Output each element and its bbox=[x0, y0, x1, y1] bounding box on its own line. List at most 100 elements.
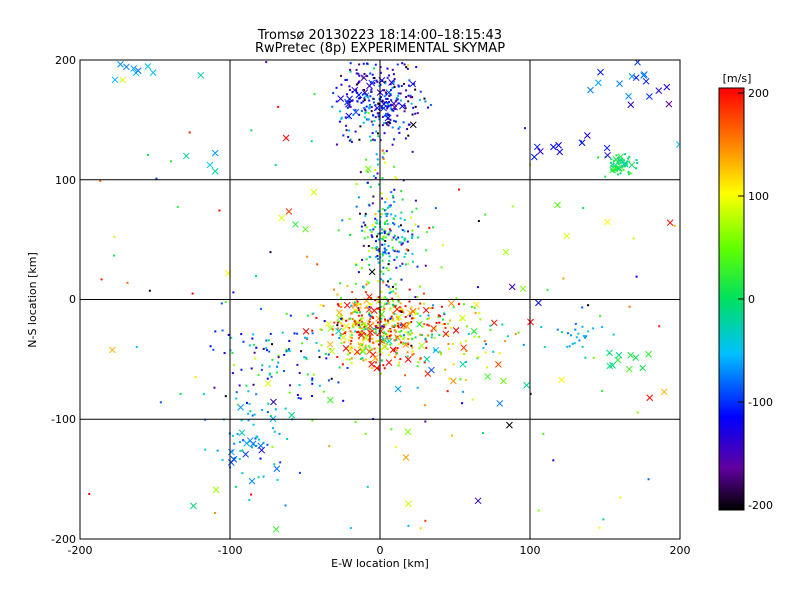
data-point-dot bbox=[231, 372, 234, 375]
data-point-dot bbox=[299, 397, 302, 400]
data-point-dot bbox=[369, 315, 372, 318]
data-point-dot bbox=[403, 63, 406, 66]
data-point-cross bbox=[394, 385, 402, 393]
data-point-dot bbox=[517, 331, 520, 334]
data-point-dot bbox=[423, 323, 426, 326]
data-point-dot bbox=[361, 339, 364, 342]
data-point-dot bbox=[430, 336, 433, 339]
data-point-dot bbox=[369, 318, 372, 321]
data-point-cross bbox=[117, 60, 124, 68]
data-point-dot bbox=[373, 139, 376, 142]
data-point-dot bbox=[414, 336, 417, 339]
data-point-dot bbox=[427, 324, 430, 327]
data-point-dot bbox=[375, 130, 378, 133]
data-point-dot bbox=[371, 202, 374, 205]
data-point-dot bbox=[339, 322, 342, 325]
data-point-cross bbox=[337, 95, 345, 102]
data-point-dot bbox=[340, 74, 343, 77]
data-point-dot bbox=[363, 72, 366, 75]
data-point-dot bbox=[248, 402, 251, 405]
data-point-dot bbox=[391, 68, 394, 71]
data-point-dot bbox=[340, 117, 343, 120]
data-point-dot bbox=[348, 129, 351, 132]
data-point-dot bbox=[623, 165, 626, 168]
data-point-cross bbox=[351, 86, 359, 94]
data-point-dot bbox=[362, 121, 365, 124]
data-point-dot bbox=[379, 71, 382, 74]
data-point-dot bbox=[277, 354, 280, 357]
data-point-dot bbox=[312, 373, 315, 376]
data-point-dot bbox=[327, 379, 330, 382]
data-point-dot bbox=[438, 350, 441, 353]
data-point-dot bbox=[433, 349, 436, 352]
data-point-dot bbox=[371, 73, 374, 76]
data-point-dot bbox=[416, 365, 419, 368]
data-point-dot bbox=[346, 366, 349, 369]
data-point-cross bbox=[211, 167, 219, 175]
data-point-dot bbox=[385, 121, 388, 124]
data-point-dot bbox=[155, 177, 158, 180]
data-point-dot bbox=[397, 236, 400, 239]
data-point-dot bbox=[375, 235, 378, 238]
data-point-dot bbox=[285, 312, 288, 315]
data-point-dot bbox=[374, 213, 377, 216]
y-tick-label: 0 bbox=[69, 293, 76, 306]
data-point-dot bbox=[376, 249, 379, 252]
data-point-dot bbox=[352, 322, 355, 325]
data-point-dot bbox=[348, 327, 351, 330]
data-point-dot bbox=[397, 92, 400, 95]
data-point-dot bbox=[268, 365, 271, 368]
data-point-dot bbox=[350, 312, 353, 315]
data-point-dot bbox=[335, 143, 338, 146]
data-point-dot bbox=[359, 171, 362, 174]
data-point-cross bbox=[343, 301, 351, 309]
data-point-dot bbox=[285, 348, 288, 351]
data-point-dot bbox=[376, 172, 379, 175]
data-point-dot bbox=[395, 324, 398, 327]
data-point-cross bbox=[563, 232, 571, 240]
data-point-dot bbox=[338, 337, 341, 340]
data-point-dot bbox=[378, 250, 381, 253]
data-point-dot bbox=[424, 100, 427, 103]
data-point-dot bbox=[582, 207, 585, 210]
data-point-dot bbox=[278, 432, 281, 435]
data-point-dot bbox=[379, 139, 382, 142]
data-point-dot bbox=[284, 504, 287, 507]
data-point-dot bbox=[251, 337, 254, 340]
data-point-dot bbox=[349, 62, 352, 65]
data-point-dot bbox=[393, 86, 396, 89]
data-point-dot bbox=[408, 79, 411, 82]
data-point-dot bbox=[388, 94, 391, 97]
data-point-dot bbox=[383, 114, 386, 117]
data-point-dot bbox=[400, 307, 403, 310]
data-point-dot bbox=[481, 431, 484, 434]
data-point-cross bbox=[183, 152, 190, 160]
data-point-dot bbox=[398, 125, 401, 128]
data-point-dot bbox=[385, 215, 388, 218]
data-point-dot bbox=[427, 334, 430, 337]
data-point-dot bbox=[250, 493, 253, 496]
data-point-dot bbox=[337, 304, 340, 307]
data-point-dot bbox=[342, 317, 345, 320]
data-point-cross bbox=[388, 79, 395, 86]
data-point-dot bbox=[406, 333, 409, 336]
data-point-dot bbox=[514, 333, 517, 336]
data-point-dot bbox=[383, 222, 386, 225]
data-point-dot bbox=[396, 114, 399, 117]
data-point-dot bbox=[377, 183, 380, 186]
data-point-dot bbox=[401, 262, 404, 265]
data-point-dot bbox=[393, 312, 396, 315]
data-point-dot bbox=[434, 327, 437, 330]
data-point-dot bbox=[374, 63, 377, 66]
data-point-dot bbox=[380, 359, 383, 362]
data-point-dot bbox=[407, 343, 410, 346]
data-point-dot bbox=[447, 342, 450, 345]
data-point-cross bbox=[416, 320, 423, 328]
data-point-dot bbox=[419, 90, 422, 93]
data-point-cross bbox=[365, 293, 373, 301]
data-point-dot bbox=[396, 250, 399, 253]
data-point-dot bbox=[88, 493, 91, 496]
data-point-dot bbox=[397, 300, 400, 303]
data-point-cross bbox=[578, 139, 586, 147]
data-point-dot bbox=[647, 478, 650, 481]
